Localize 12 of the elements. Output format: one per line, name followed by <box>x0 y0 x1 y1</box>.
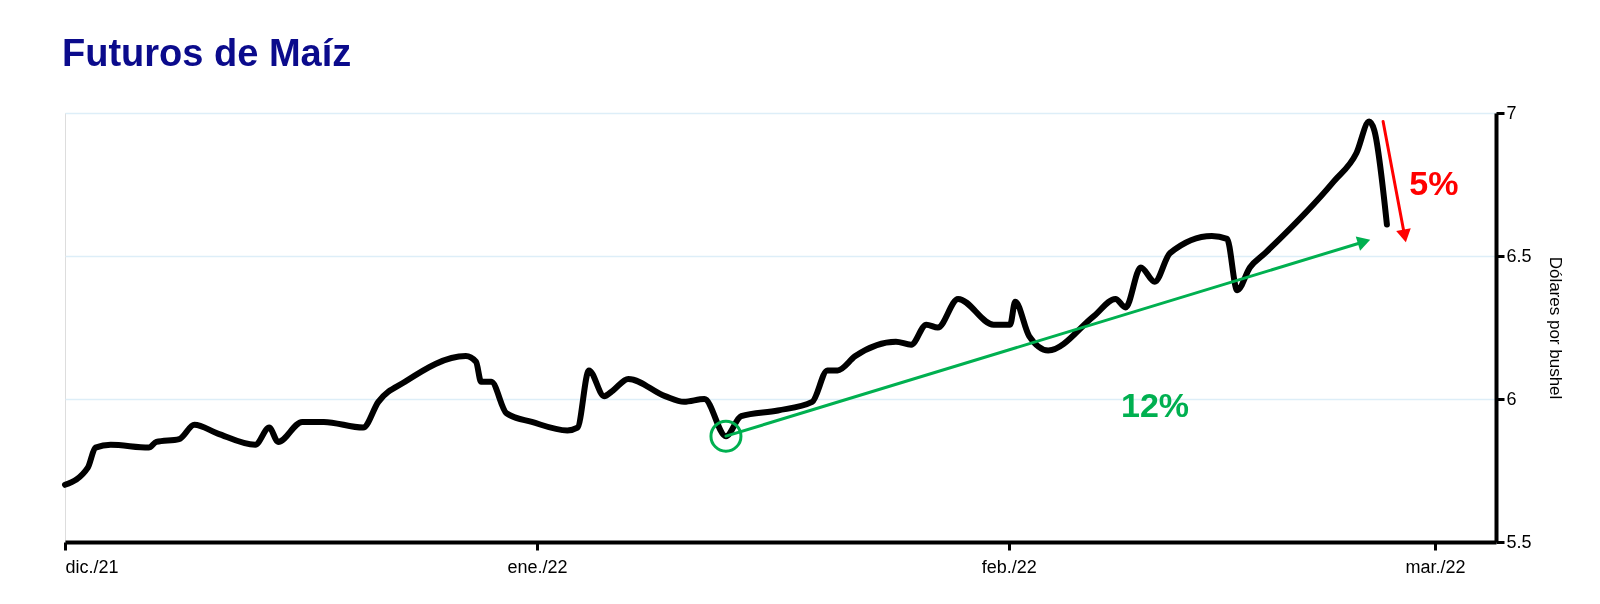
x-tick-label: mar./22 <box>1405 556 1466 577</box>
annotation: 5% <box>1409 163 1459 202</box>
y-tick-label: 6 <box>1506 388 1517 409</box>
x-tick-label: ene./22 <box>507 556 568 577</box>
x-tick-label: feb./22 <box>981 556 1037 577</box>
y-tick-label: 7 <box>1506 102 1517 123</box>
annotation: 12% <box>1120 385 1190 424</box>
y-axis-title: Dólares por bushel <box>1545 256 1565 400</box>
y-tick-label: 5.5 <box>1506 531 1532 552</box>
y-tick-label: 6.5 <box>1506 245 1532 266</box>
x-tick-label: dic./21 <box>65 556 119 577</box>
chart-title: Futuros de Maíz <box>62 32 352 74</box>
